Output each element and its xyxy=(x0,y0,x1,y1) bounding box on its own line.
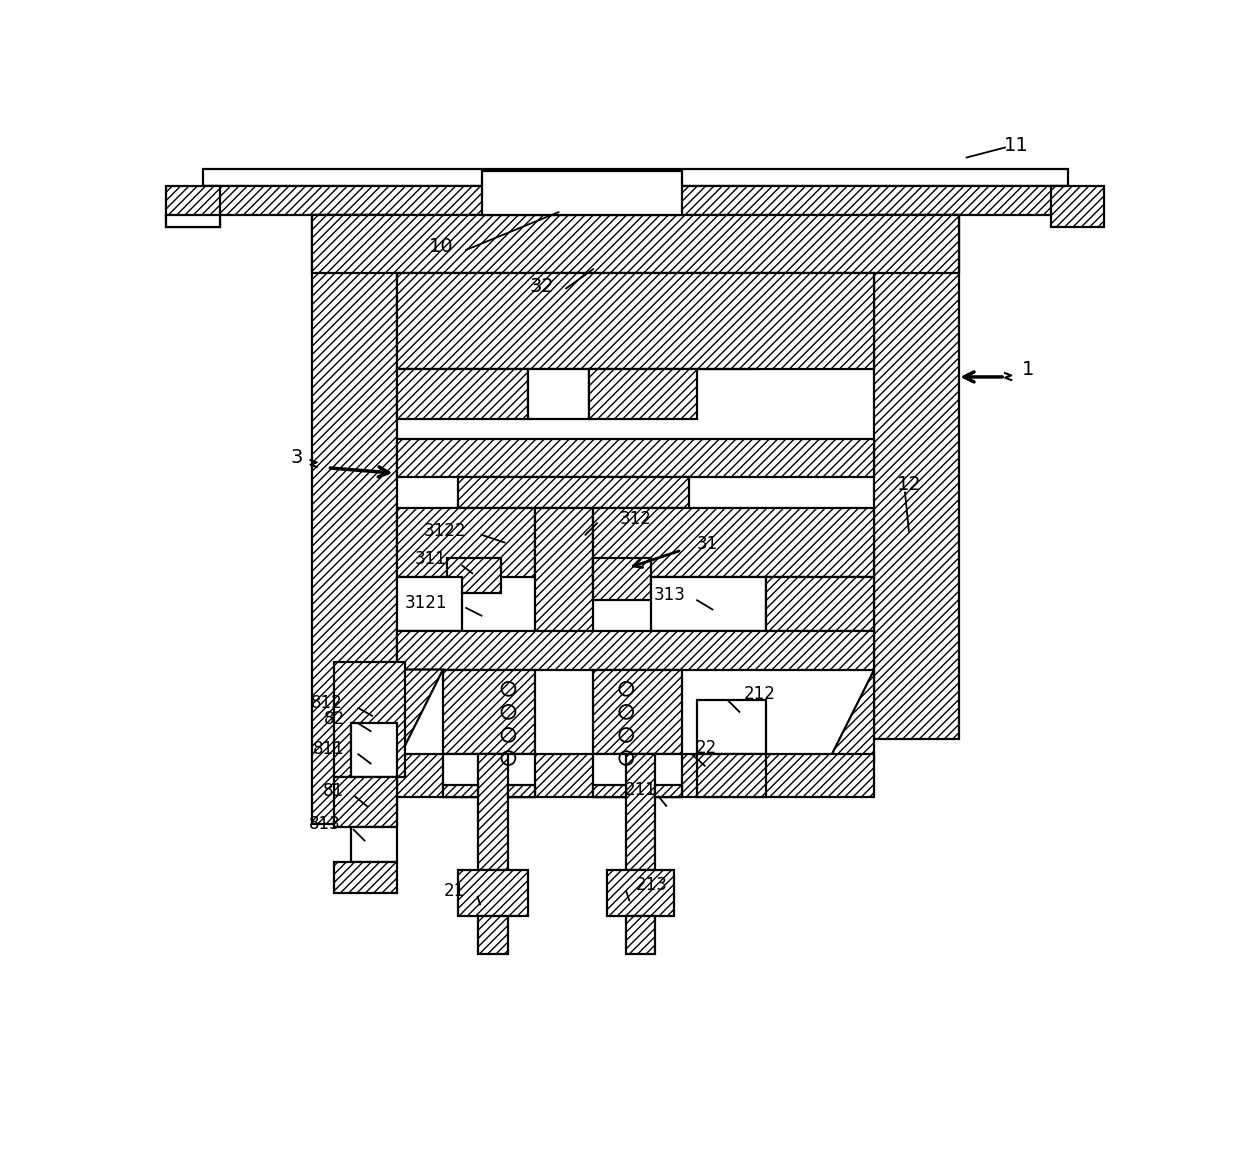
Text: 813: 813 xyxy=(309,814,341,833)
Polygon shape xyxy=(166,215,219,227)
Polygon shape xyxy=(334,862,397,893)
Polygon shape xyxy=(351,723,397,778)
Polygon shape xyxy=(203,185,1068,215)
Polygon shape xyxy=(166,185,219,227)
Polygon shape xyxy=(593,785,626,796)
Polygon shape xyxy=(766,577,874,631)
Polygon shape xyxy=(874,215,959,738)
Text: 32: 32 xyxy=(529,276,554,296)
Text: 21: 21 xyxy=(444,882,465,901)
Text: 31: 31 xyxy=(697,535,718,553)
Polygon shape xyxy=(477,755,508,870)
Text: 22: 22 xyxy=(696,740,717,757)
Polygon shape xyxy=(334,662,404,778)
Polygon shape xyxy=(397,370,528,419)
Polygon shape xyxy=(697,700,766,755)
Polygon shape xyxy=(446,558,501,592)
Text: 213: 213 xyxy=(635,877,667,894)
Polygon shape xyxy=(593,669,682,755)
Polygon shape xyxy=(443,755,536,796)
Polygon shape xyxy=(593,558,651,600)
Polygon shape xyxy=(397,508,536,577)
Polygon shape xyxy=(397,273,874,370)
Polygon shape xyxy=(203,169,1068,185)
Polygon shape xyxy=(397,439,874,477)
Polygon shape xyxy=(443,785,477,796)
Polygon shape xyxy=(397,669,443,761)
Polygon shape xyxy=(477,916,508,955)
Polygon shape xyxy=(508,785,536,796)
Text: 312: 312 xyxy=(620,510,652,529)
Text: 812: 812 xyxy=(311,694,343,712)
Polygon shape xyxy=(443,669,536,755)
Text: 82: 82 xyxy=(324,710,345,728)
Polygon shape xyxy=(312,215,959,273)
Text: 3122: 3122 xyxy=(424,522,466,540)
Text: 10: 10 xyxy=(428,236,453,256)
Polygon shape xyxy=(397,631,874,669)
Polygon shape xyxy=(1052,185,1104,227)
Polygon shape xyxy=(697,755,766,796)
Polygon shape xyxy=(626,755,655,870)
Text: 313: 313 xyxy=(653,586,686,604)
Polygon shape xyxy=(528,370,589,419)
Polygon shape xyxy=(651,577,766,631)
Text: 81: 81 xyxy=(324,782,345,801)
Polygon shape xyxy=(397,577,463,631)
Text: 211: 211 xyxy=(625,781,657,799)
Polygon shape xyxy=(593,755,682,796)
Polygon shape xyxy=(312,215,397,824)
Polygon shape xyxy=(626,916,655,955)
Polygon shape xyxy=(334,778,397,827)
Text: 1: 1 xyxy=(1022,359,1034,379)
Polygon shape xyxy=(608,870,675,916)
Polygon shape xyxy=(351,827,397,862)
Polygon shape xyxy=(397,755,874,796)
Polygon shape xyxy=(536,508,593,646)
Polygon shape xyxy=(459,870,528,916)
Polygon shape xyxy=(655,785,682,796)
Text: 3121: 3121 xyxy=(404,593,446,612)
Text: 11: 11 xyxy=(1004,136,1029,156)
Polygon shape xyxy=(593,508,874,577)
Text: 311: 311 xyxy=(415,551,446,568)
Text: 3: 3 xyxy=(290,448,303,468)
Text: 212: 212 xyxy=(743,685,775,703)
Polygon shape xyxy=(459,477,689,508)
Polygon shape xyxy=(589,370,697,419)
Text: 811: 811 xyxy=(312,740,345,758)
Polygon shape xyxy=(481,170,682,215)
Polygon shape xyxy=(828,669,874,761)
Text: 12: 12 xyxy=(897,476,921,494)
